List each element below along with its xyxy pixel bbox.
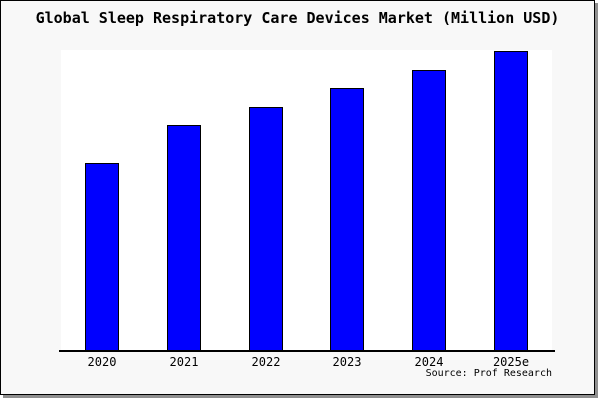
bar-2022 (249, 107, 283, 351)
plot-area (61, 50, 552, 351)
bar-2024 (412, 70, 446, 351)
bar-2020 (85, 163, 119, 351)
x-tick-label-2025e: 2025e (492, 355, 530, 369)
bar-2021 (167, 125, 201, 351)
x-tick-row: 2020 2021 2022 2023 2024 2025e (61, 356, 552, 370)
source-credit: Source: Prof Research (425, 368, 552, 379)
x-tick-label-2024: 2024 (414, 355, 444, 369)
x-tick-label-2022: 2022 (251, 355, 281, 369)
x-tick-label-2020: 2020 (87, 355, 117, 369)
bar-2023 (330, 88, 364, 351)
chart-frame: Global Sleep Respiratory Care Devices Ma… (0, 0, 595, 395)
x-tick-label-2023: 2023 (332, 355, 362, 369)
x-axis-line (59, 350, 555, 352)
x-tick-label-2021: 2021 (169, 355, 199, 369)
chart-title: Global Sleep Respiratory Care Devices Ma… (35, 9, 560, 27)
bar-2025e (494, 51, 528, 351)
